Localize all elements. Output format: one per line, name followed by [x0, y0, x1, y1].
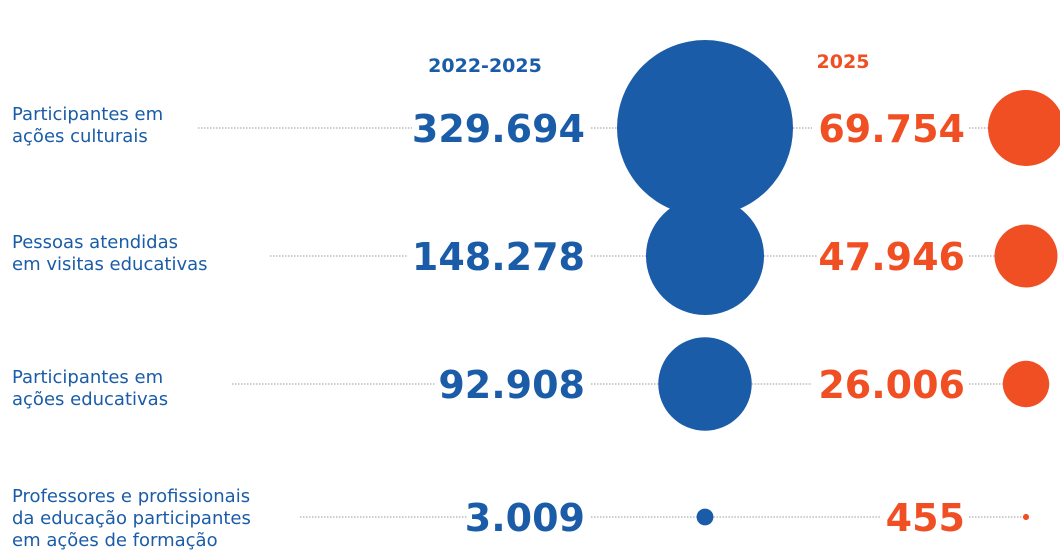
row-label: Professores e profissionais da educação … [12, 486, 251, 551]
value-year: 69.754 [818, 107, 965, 151]
bubble-year [1022, 513, 1030, 521]
bubble-year [1002, 360, 1050, 408]
bubble-total [658, 337, 752, 431]
bubble-total [617, 40, 793, 216]
row-label: Participantes em ações culturais [12, 104, 164, 147]
row-label: Participantes em ações educativas [12, 367, 169, 410]
row-label: Pessoas atendidas em visitas educativas [12, 232, 208, 275]
bubble-total [696, 508, 714, 526]
bubble-year [994, 224, 1058, 288]
bubble-total [645, 196, 765, 316]
value-total: 92.908 [438, 363, 585, 407]
column-header-year: 2025 [817, 51, 870, 73]
column-header-total: 2022-2025 [428, 55, 542, 77]
value-year: 26.006 [818, 363, 965, 407]
value-year: 47.946 [818, 235, 965, 279]
value-total: 148.278 [412, 235, 585, 279]
value-total: 329.694 [412, 107, 585, 151]
value-total: 3.009 [465, 496, 585, 540]
value-year: 455 [886, 496, 965, 540]
bubble-year [988, 90, 1060, 166]
